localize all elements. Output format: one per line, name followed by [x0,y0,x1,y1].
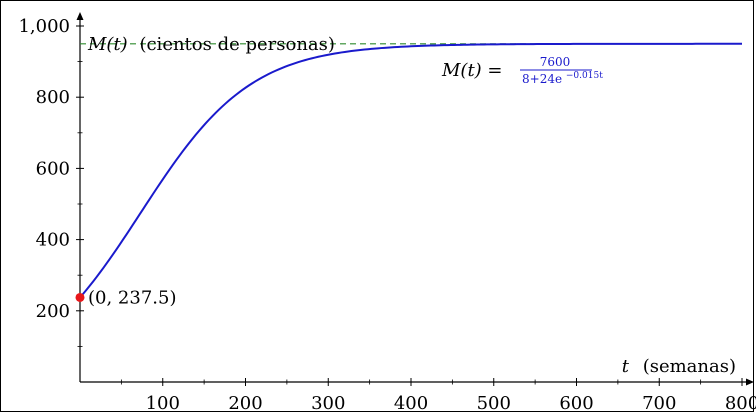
formula-annotation: M(t) = 7600 8+24e −0.015t [441,55,603,86]
formula-numerator: 7600 [540,55,571,69]
logistic-curve [79,42,742,299]
x-axis-title-symbol: t [622,356,630,377]
y-tick-label: 200 [36,301,70,322]
formula-denominator-exp: −0.015t [566,71,603,81]
x-tick-label: 600 [559,393,593,414]
y-tick-label: 1,000 [18,16,70,37]
y-tick-label: 400 [36,230,70,251]
y-axis-title-symbol: M(t) [87,34,128,55]
x-tick-label: 100 [146,393,180,414]
y-axis-title-rest: (cientos de personas) [139,34,334,55]
y-tick-label: 600 [36,158,70,179]
x-tick-label: 400 [394,393,428,414]
initial-point [75,292,85,302]
x-tick-label: 500 [477,393,511,414]
axes [76,12,754,386]
formula-denominator: 8+24e −0.015t [522,71,603,86]
x-ticks: 100 200 300 400 500 600 700 800 [120,378,756,414]
y-tick-label: 800 [36,87,70,108]
x-axis-arrow [746,378,754,386]
x-tick-label: 700 [642,393,676,414]
y-axis-title: M(t) (cientos de personas) [87,34,335,55]
x-axis-title: t (semanas) [622,356,736,377]
x-tick-label: 800 [725,393,756,414]
x-axis-title-rest: (semanas) [643,356,736,377]
formula-lhs: M(t) = [441,60,503,81]
x-tick-label: 300 [311,393,345,414]
y-axis-arrow [76,12,84,20]
formula-denominator-base: 8+24e [522,72,562,86]
x-tick-label: 200 [228,393,262,414]
y-ticks: 200 400 600 800 1,000 [18,16,84,347]
initial-point-label: (0, 237.5) [88,287,176,308]
